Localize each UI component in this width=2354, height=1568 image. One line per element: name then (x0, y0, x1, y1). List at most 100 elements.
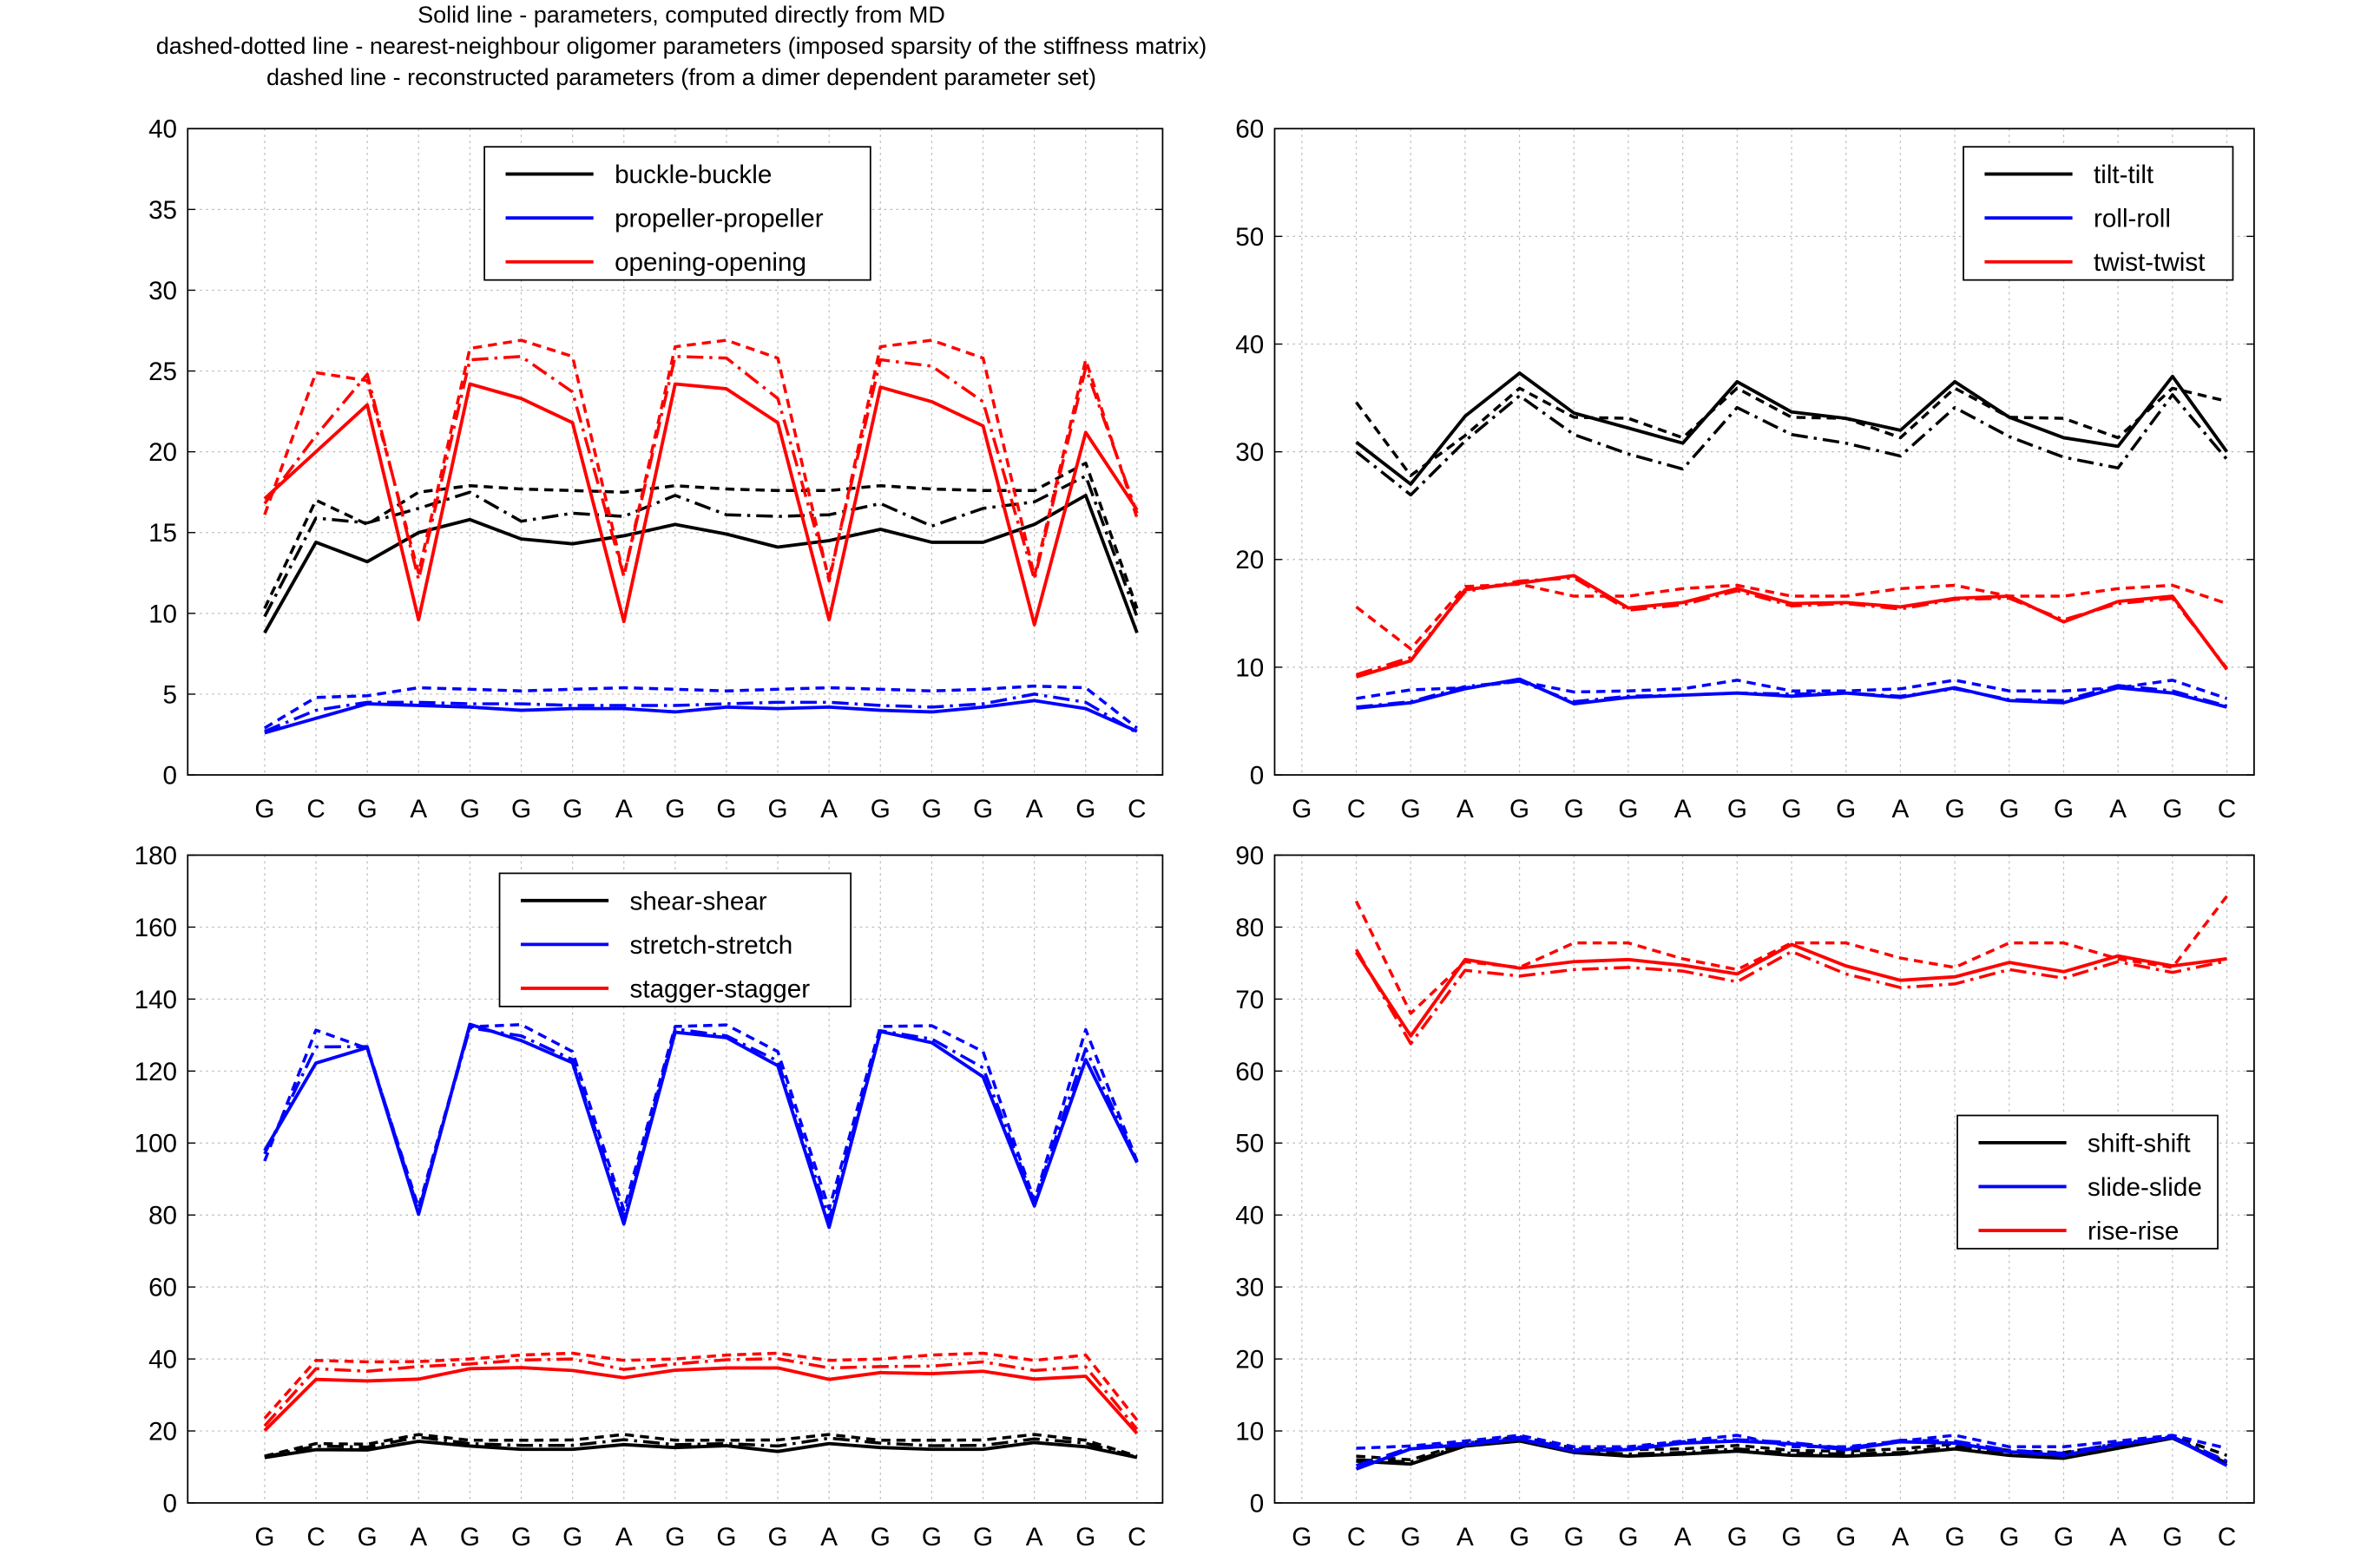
x-tick-label: G (973, 795, 993, 823)
x-tick-label: G (460, 795, 480, 823)
x-tick-label: G (562, 795, 582, 823)
legend-box (1963, 146, 2234, 281)
series-line-shift-shift-solid (1356, 1436, 2228, 1466)
x-tick-label: A (1892, 1523, 1910, 1552)
x-tick-label: C (2218, 1523, 2236, 1552)
x-tick-label: A (820, 1523, 838, 1552)
legend-label: roll-roll (2094, 205, 2171, 233)
series-line-propeller-propeller-dashed (263, 684, 1139, 730)
series-line-roll-roll-solid (1356, 677, 2227, 711)
header-line-solid: Solid line - parameters, computed direct… (418, 2, 945, 28)
y-tick-label: 40 (1235, 1202, 1264, 1230)
x-tick-label: G (871, 795, 891, 823)
series-line-tilt-tilt-solid (1355, 371, 2229, 486)
chart-panel-3: G C G A G G G A G G G A G G G A G C 0 20 40 60 80 100 120 140 160 1… (135, 842, 1164, 1552)
series-line-slide-slide-dashed (1356, 1434, 2227, 1450)
series-line-shear-shear-solid (264, 1440, 1138, 1460)
x-tick-label: G (716, 1523, 736, 1552)
y-tick-label: 120 (135, 1058, 177, 1086)
series-line-tilt-tilt-dashdot (1355, 393, 2228, 497)
x-tick-label: A (820, 795, 838, 823)
y-tick-label: 0 (1250, 761, 1264, 790)
x-tick-label: G (973, 1523, 993, 1552)
y-tick-label: 100 (135, 1130, 177, 1158)
y-tick-label: 80 (148, 1202, 177, 1230)
y-tick-label: 0 (163, 761, 177, 790)
legend-label: tilt-tilt (2094, 161, 2154, 189)
x-tick-label: G (2054, 1523, 2074, 1552)
series-line-roll-roll-dashdot (1356, 679, 2227, 709)
x-tick-label: G (665, 1523, 685, 1552)
x-tick-label: G (1618, 795, 1638, 823)
y-tick-label: 20 (148, 438, 177, 467)
x-tick-label: G (358, 795, 378, 823)
y-tick-label: 35 (148, 196, 177, 225)
x-tick-label: G (922, 795, 942, 823)
y-tick-label: 10 (148, 600, 177, 628)
y-tick-label: 50 (1235, 223, 1264, 252)
x-tick-label: G (2054, 795, 2074, 823)
x-tick-label: G (871, 1523, 891, 1552)
x-tick-label: G (1509, 795, 1529, 823)
chart-panel-4: G C G A G G G A G G G A G G G A G C 0 10 20 30 40 50 60 70 80 90 shi… (1235, 842, 2255, 1552)
x-tick-label: G (1945, 1523, 1965, 1552)
series-line-buckle-buckle-dashed (263, 461, 1139, 609)
x-tick-label: A (615, 1523, 633, 1552)
axes-box (1273, 128, 2255, 776)
legend-label: shift-shift (2088, 1129, 2191, 1158)
x-tick-label: G (562, 1523, 582, 1552)
x-tick-label: C (1347, 795, 1365, 823)
series-line-stretch-stretch-solid (263, 1022, 1139, 1230)
series-line-buckle-buckle-dashdot (263, 474, 1139, 618)
y-tick-label: 20 (1235, 546, 1264, 574)
y-tick-label: 15 (148, 519, 177, 548)
x-tick-label: G (1509, 1523, 1529, 1552)
x-tick-label: G (1727, 795, 1747, 823)
x-tick-label: G (1782, 1523, 1802, 1552)
legend-label: twist-twist (2094, 248, 2206, 277)
series-line-shear-shear-dashed (264, 1433, 1138, 1458)
x-tick-label: G (1564, 795, 1584, 823)
y-tick-label: 70 (1235, 986, 1264, 1014)
series-line-rise-rise-solid (1354, 942, 2227, 1038)
y-tick-label: 20 (148, 1418, 177, 1447)
y-tick-label: 140 (135, 986, 177, 1014)
y-tick-label: 30 (1235, 438, 1264, 467)
x-tick-label: G (2162, 1523, 2182, 1552)
x-tick-label: G (1401, 1523, 1421, 1552)
x-tick-label: C (1128, 1523, 1146, 1552)
y-tick-label: 0 (163, 1489, 177, 1518)
y-tick-label: 20 (1235, 1346, 1264, 1374)
series-line-slide-slide-solid (1355, 1435, 2228, 1471)
y-tick-label: 80 (1235, 914, 1264, 942)
x-tick-label: G (1292, 795, 1312, 823)
y-tick-label: 30 (1235, 1274, 1264, 1302)
x-tick-label: G (1945, 795, 1965, 823)
series-line-stagger-stagger-dashed (263, 1351, 1139, 1421)
series-line-twist-twist-dashed (1355, 582, 2228, 651)
series-line-propeller-propeller-solid (264, 699, 1138, 735)
x-tick-label: G (460, 1523, 480, 1552)
series-line-stretch-stretch-dashdot (263, 1026, 1139, 1221)
series-line-stretch-stretch-dashed (263, 1023, 1139, 1212)
x-tick-label: G (1782, 795, 1802, 823)
y-tick-label: 40 (1235, 331, 1264, 359)
x-tick-label: G (1075, 795, 1095, 823)
series-line-propeller-propeller-dashdot (264, 692, 1138, 735)
chart-panel-1: G C G A G G G A G G G A G G G A G C 0 5 10 15 20 25 30 35 40 buckle… (148, 115, 1164, 823)
y-tick-label: 60 (1235, 1058, 1264, 1086)
x-tick-label: G (254, 1523, 274, 1552)
x-tick-label: A (1674, 1523, 1692, 1552)
y-tick-label: 160 (135, 914, 177, 942)
x-tick-label: G (716, 795, 736, 823)
x-tick-label: C (306, 1523, 325, 1552)
x-tick-label: G (1999, 795, 2019, 823)
y-tick-label: 0 (1250, 1489, 1264, 1518)
y-tick-label: 40 (148, 115, 177, 144)
y-tick-label: 25 (148, 358, 177, 386)
legend: shift-shift slide-slide rise-rise (1956, 1114, 2219, 1250)
y-tick-label: 50 (1235, 1130, 1264, 1158)
series-line-stagger-stagger-solid (263, 1366, 1139, 1435)
y-tick-label: 60 (1235, 115, 1264, 144)
